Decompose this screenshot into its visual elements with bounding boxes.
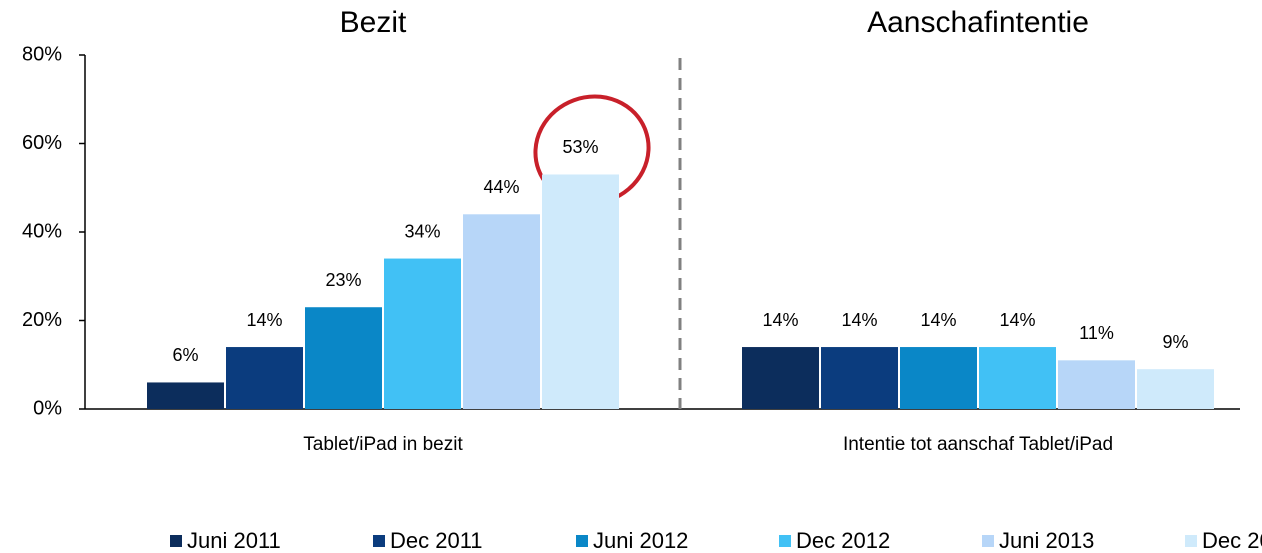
category-label: Intentie tot aanschaf Tablet/iPad [843, 434, 1113, 455]
bar [226, 347, 303, 409]
legend-swatch [1185, 535, 1197, 547]
group-title: Aanschafintentie [867, 6, 1089, 39]
legend-label: Dec 2012 [796, 528, 890, 553]
value-label: 14% [762, 310, 798, 330]
chart: 0% 20% 40% 60% 80% Tablet/iPad in bezit Bezit 6… [0, 0, 1262, 553]
legend-swatch [576, 535, 588, 547]
legend-label: Juni 2012 [593, 528, 688, 553]
value-label: 23% [325, 270, 361, 290]
group-title: Bezit [340, 6, 407, 39]
y-tick-label: 40% [22, 220, 62, 242]
legend-label: Juni 2013 [999, 528, 1094, 553]
legend-swatch [982, 535, 994, 547]
value-label: 14% [999, 310, 1035, 330]
bar [305, 307, 382, 409]
bar [979, 347, 1056, 409]
value-label: 11% [1079, 323, 1114, 343]
bar [1058, 360, 1135, 409]
value-label: 14% [920, 310, 956, 330]
value-label: 14% [841, 310, 877, 330]
legend-label: Juni 2011 [187, 528, 281, 553]
legend-label: Dec 2013 [1202, 528, 1262, 553]
legend-label: Dec 2011 [390, 528, 483, 553]
value-label: 14% [246, 310, 282, 330]
bar [463, 214, 540, 409]
value-label: 6% [172, 345, 198, 365]
legend-swatch [779, 535, 791, 547]
y-tick-label: 80% [22, 43, 62, 65]
category-label: Tablet/iPad in bezit [303, 434, 463, 455]
legend-swatch [170, 535, 182, 547]
value-label: 9% [1162, 332, 1188, 352]
value-label: 34% [404, 221, 440, 241]
bar [147, 382, 224, 409]
bar [384, 259, 461, 409]
value-label: 53% [562, 137, 598, 157]
y-tick-label: 0% [33, 397, 62, 419]
bar [542, 174, 619, 409]
y-tick-label: 60% [22, 132, 62, 154]
bar [900, 347, 977, 409]
bar [1137, 369, 1214, 409]
value-label: 44% [483, 177, 519, 197]
bar [821, 347, 898, 409]
y-tick-label: 20% [22, 309, 62, 331]
bar [742, 347, 819, 409]
legend-swatch [373, 535, 385, 547]
